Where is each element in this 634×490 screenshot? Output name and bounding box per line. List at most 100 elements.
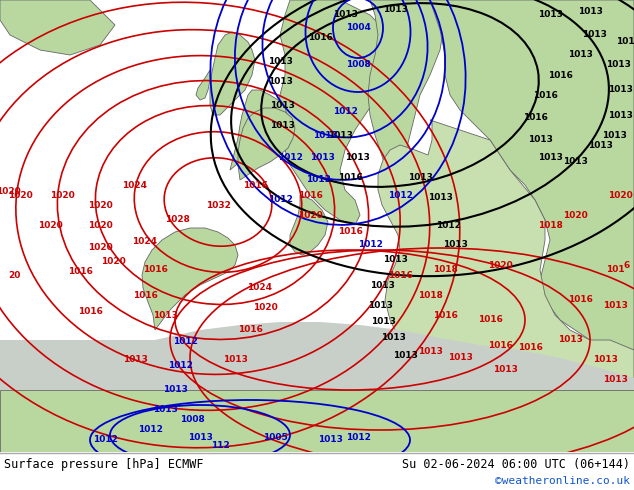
Text: 1013: 1013 [557,336,583,344]
Text: 1020: 1020 [297,211,322,220]
Polygon shape [278,0,395,225]
Text: 1013: 1013 [153,406,178,415]
Text: 1013: 1013 [122,356,148,365]
Polygon shape [238,108,295,180]
Text: Surface pressure [hPa] ECMWF: Surface pressure [hPa] ECMWF [4,458,204,470]
Text: 1013: 1013 [223,356,247,365]
Text: 1020: 1020 [87,220,112,229]
Text: 1013: 1013 [188,434,212,442]
Text: 1012: 1012 [93,436,117,444]
Text: 1013: 1013 [268,77,292,87]
Text: 1018: 1018 [538,220,562,229]
Text: 1013: 1013 [607,85,633,95]
Text: 1013: 1013 [382,255,408,265]
Polygon shape [368,0,445,175]
Polygon shape [210,32,255,115]
Polygon shape [196,70,210,100]
Text: 1013: 1013 [368,300,392,310]
Text: 1013: 1013 [562,157,588,167]
Text: Su 02-06-2024 06:00 UTC (06+144): Su 02-06-2024 06:00 UTC (06+144) [402,458,630,470]
Text: 1020: 1020 [50,191,75,199]
Text: 1016: 1016 [143,266,167,274]
Text: 6: 6 [624,261,630,270]
Text: 1020: 1020 [8,191,33,199]
Text: 1013: 1013 [602,130,626,140]
Text: 1013: 1013 [162,386,188,394]
Text: 1013: 1013 [269,121,294,129]
Text: 1016: 1016 [337,173,363,182]
Text: 1012: 1012 [333,107,358,117]
Text: 1012: 1012 [278,153,302,163]
Text: 1016: 1016 [533,91,557,99]
Text: 1008: 1008 [179,416,204,424]
Text: 1018: 1018 [418,291,443,299]
Text: 1016: 1016 [548,71,573,79]
Text: 1020: 1020 [607,191,632,199]
Text: 1005: 1005 [262,434,287,442]
Text: 1016: 1016 [133,291,157,299]
Text: 112: 112 [210,441,230,449]
Text: 1013: 1013 [418,347,443,357]
Text: 1013: 1013 [309,153,335,163]
Text: 1012: 1012 [387,191,413,199]
Text: 1013: 1013 [581,30,607,40]
Text: 1013: 1013 [538,153,562,163]
Text: 1024: 1024 [247,284,273,293]
Text: 1016: 1016 [68,268,93,276]
Text: 1012: 1012 [346,434,370,442]
Text: 1032: 1032 [205,200,230,210]
Text: 1013: 1013 [370,318,396,326]
Text: 1013: 1013 [538,10,562,20]
Text: 1013: 1013 [344,153,370,163]
Text: 1024: 1024 [133,238,157,246]
Polygon shape [0,390,634,452]
Text: 1013: 1013 [427,194,453,202]
Text: 1013: 1013 [382,5,408,15]
Text: 1012: 1012 [167,361,193,369]
Text: 20: 20 [8,270,20,279]
Polygon shape [142,228,238,330]
Text: 1013: 1013 [313,130,337,140]
Text: 1020: 1020 [488,261,512,270]
Text: 1013: 1013 [607,111,633,120]
Text: 1013: 1013 [443,241,467,249]
Text: 1016: 1016 [243,180,268,190]
Text: 1013: 1013 [527,136,552,145]
Text: 1020: 1020 [0,188,20,196]
Text: 1020: 1020 [252,303,278,313]
Polygon shape [430,0,634,350]
Text: 1013: 1013 [408,173,432,182]
Text: 1012: 1012 [138,425,162,435]
Text: 1013: 1013 [269,100,294,109]
Text: 1012: 1012 [436,220,460,229]
Text: 1020: 1020 [562,211,587,220]
Text: 1016: 1016 [337,227,363,237]
Text: ©weatheronline.co.uk: ©weatheronline.co.uk [495,476,630,486]
Text: 1016: 1016 [238,325,262,335]
Text: 1013: 1013 [333,10,358,20]
Text: 1004: 1004 [346,24,370,32]
Text: 1013: 1013 [593,356,618,365]
Text: 1008: 1008 [346,60,370,70]
Text: 1013: 1013 [616,38,634,47]
Text: 1013: 1013 [328,130,353,140]
Text: 1013: 1013 [448,353,472,363]
Text: 1013: 1013 [392,350,417,360]
Text: 1013: 1013 [380,334,405,343]
Text: 1016: 1016 [77,308,103,317]
Text: 1016: 1016 [567,295,592,304]
Text: 1016: 1016 [297,191,323,199]
Text: 1013: 1013 [493,366,517,374]
Polygon shape [290,195,328,255]
Polygon shape [230,90,288,170]
Text: 1016: 1016 [432,311,458,319]
Polygon shape [0,0,115,55]
Text: 1016: 1016 [477,316,502,324]
Text: 1016: 1016 [307,33,332,43]
Text: 1013: 1013 [268,57,292,67]
Text: 1013: 1013 [318,436,342,444]
Text: 1016: 1016 [517,343,543,352]
Polygon shape [378,120,634,452]
Text: 1012: 1012 [358,241,382,249]
Text: 1020: 1020 [101,258,126,267]
